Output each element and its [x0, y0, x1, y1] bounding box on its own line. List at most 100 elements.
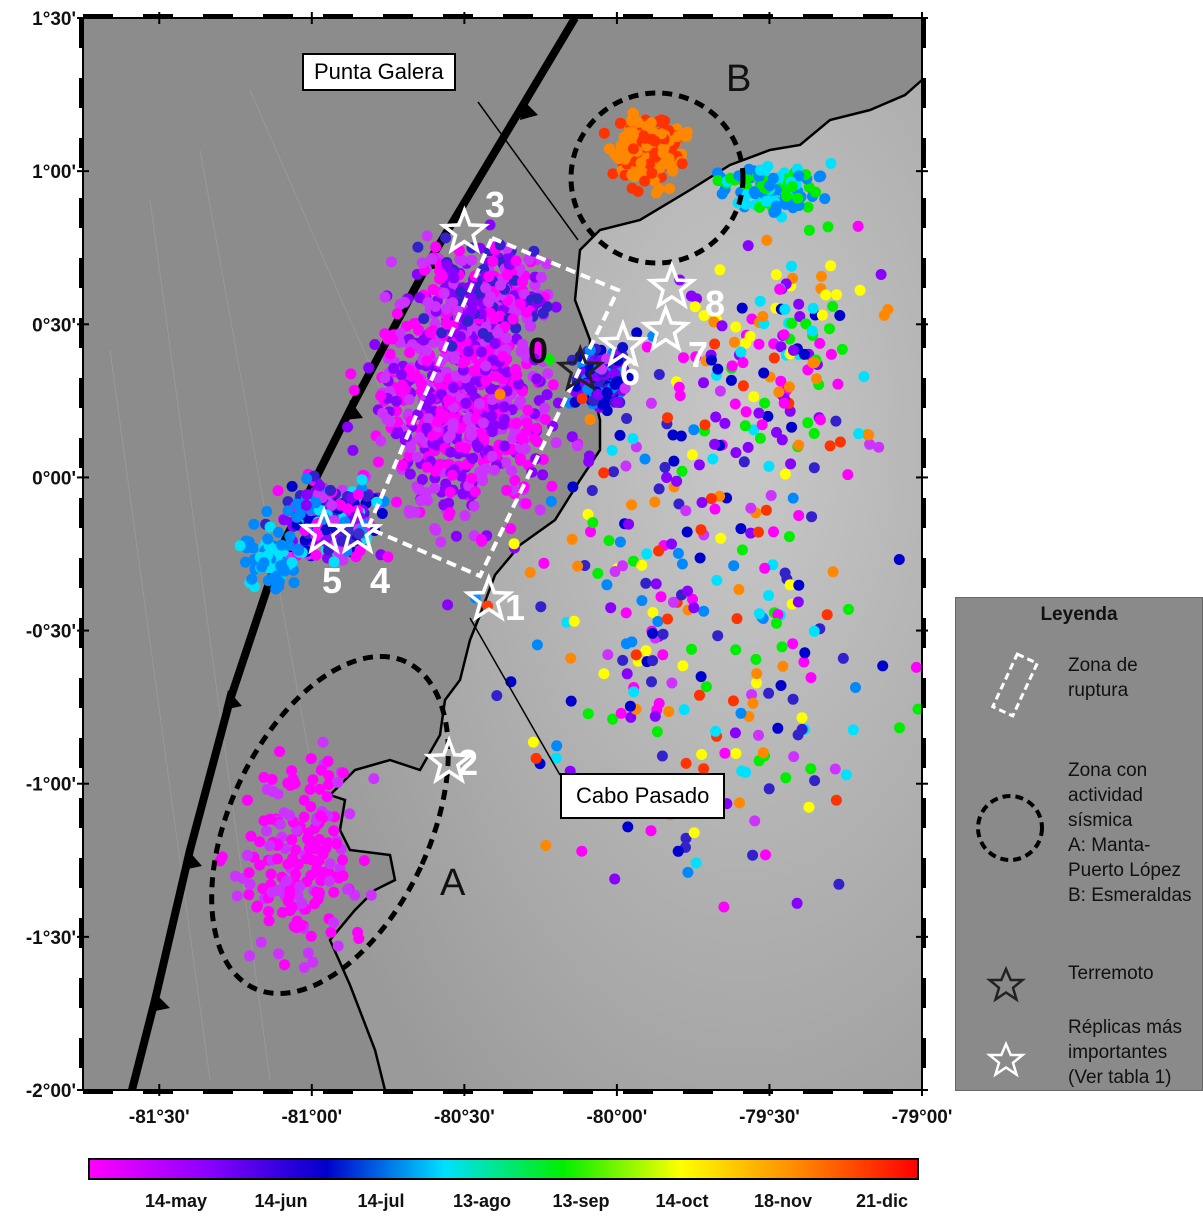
- event-dot: [272, 838, 284, 850]
- event-dot: [603, 535, 615, 547]
- event-dot: [630, 441, 642, 453]
- event-dot: [645, 825, 657, 837]
- event-dot: [664, 183, 675, 195]
- event-dot: [418, 313, 430, 325]
- event-dot: [517, 276, 529, 288]
- event-dot: [425, 393, 437, 405]
- event-dot: [645, 117, 657, 129]
- event-dot: [509, 474, 521, 486]
- event-dot: [287, 852, 299, 864]
- event-dot: [298, 794, 310, 806]
- event-dot: [709, 438, 721, 450]
- event-dot: [824, 440, 836, 452]
- event-dot: [780, 772, 792, 784]
- event-dot: [315, 764, 327, 776]
- event-dot: [466, 472, 478, 484]
- event-dot: [273, 576, 285, 588]
- event-dot: [758, 367, 770, 379]
- event-dot: [628, 555, 639, 567]
- event-dot: [798, 348, 810, 360]
- event-dot: [690, 351, 702, 363]
- event-dot: [261, 506, 273, 517]
- event-dot: [328, 886, 340, 898]
- event-dot: [243, 867, 255, 879]
- event-dot: [793, 298, 805, 310]
- event-dot: [462, 315, 474, 327]
- event-dot: [375, 390, 387, 402]
- event-dot: [524, 320, 536, 332]
- event-dot: [620, 607, 632, 619]
- event-dot: [677, 660, 689, 672]
- event-dot: [775, 341, 787, 353]
- event-dot: [462, 413, 474, 425]
- event-dot: [709, 338, 721, 350]
- longitude-labels: -81°30' -81°00' -80°30' -80°00' -79°30' -79°0…: [129, 1107, 952, 1128]
- event-dot: [441, 259, 453, 271]
- event-dot: [696, 497, 708, 508]
- event-dot: [337, 767, 349, 779]
- event-dot: [796, 712, 808, 724]
- event-dot: [772, 609, 784, 621]
- event-dot: [788, 751, 800, 763]
- event-dot: [384, 415, 396, 427]
- colorbar-label-4: 13-sep: [552, 1191, 610, 1211]
- event-dot: [372, 456, 384, 468]
- land-area: [330, 18, 922, 1090]
- event-dot: [768, 352, 780, 364]
- lat-label-0: 1°30': [32, 9, 76, 30]
- event-dot: [894, 722, 905, 734]
- event-dot: [730, 321, 742, 333]
- event-dot: [781, 190, 793, 202]
- event-dot: [656, 114, 668, 126]
- event-dot: [286, 834, 298, 846]
- event-dot: [323, 875, 335, 887]
- event-dot: [258, 771, 270, 783]
- event-dot: [653, 483, 665, 495]
- event-dot: [528, 245, 540, 257]
- event-dot: [780, 198, 791, 210]
- event-dot: [738, 456, 750, 468]
- event-dot: [601, 387, 613, 399]
- event-dot: [779, 567, 791, 579]
- event-dot: [391, 496, 403, 508]
- event-dot: [361, 490, 373, 502]
- event-dot: [807, 357, 819, 369]
- event-dot: [416, 474, 428, 485]
- event-dot: [240, 556, 251, 568]
- event-dot: [352, 489, 364, 500]
- event-dot: [477, 475, 489, 487]
- event-dot: [307, 774, 319, 786]
- event-dot: [768, 206, 780, 218]
- event-dot: [787, 492, 799, 504]
- event-dot: [513, 378, 525, 390]
- event-dot: [602, 649, 614, 661]
- event-dot: [459, 356, 470, 368]
- event-dot: [719, 747, 731, 759]
- event-dot: [802, 417, 814, 429]
- event-dot: [448, 382, 459, 393]
- event-dot: [825, 260, 837, 272]
- event-dot: [667, 429, 679, 441]
- event-dot: [543, 354, 555, 365]
- event-dot: [501, 484, 513, 496]
- event-dot: [698, 605, 710, 617]
- event-dot: [753, 608, 765, 620]
- event-dot: [310, 497, 322, 509]
- zone-a-label: A: [440, 862, 466, 904]
- event-dot: [794, 311, 806, 322]
- event-dot: [263, 915, 275, 927]
- event-dot: [348, 384, 360, 396]
- event-dot: [442, 394, 454, 406]
- event-dot: [519, 443, 531, 455]
- event-dot: [542, 368, 554, 380]
- event-dot: [816, 270, 827, 282]
- event-dot: [746, 689, 758, 701]
- event-dot: [830, 415, 842, 427]
- event-dot: [699, 419, 711, 431]
- event-dot: [742, 441, 754, 453]
- event-dot: [750, 653, 762, 665]
- event-dot: [459, 510, 471, 522]
- event-dot: [825, 348, 837, 360]
- event-dot: [810, 186, 822, 198]
- event-dot: [793, 579, 805, 591]
